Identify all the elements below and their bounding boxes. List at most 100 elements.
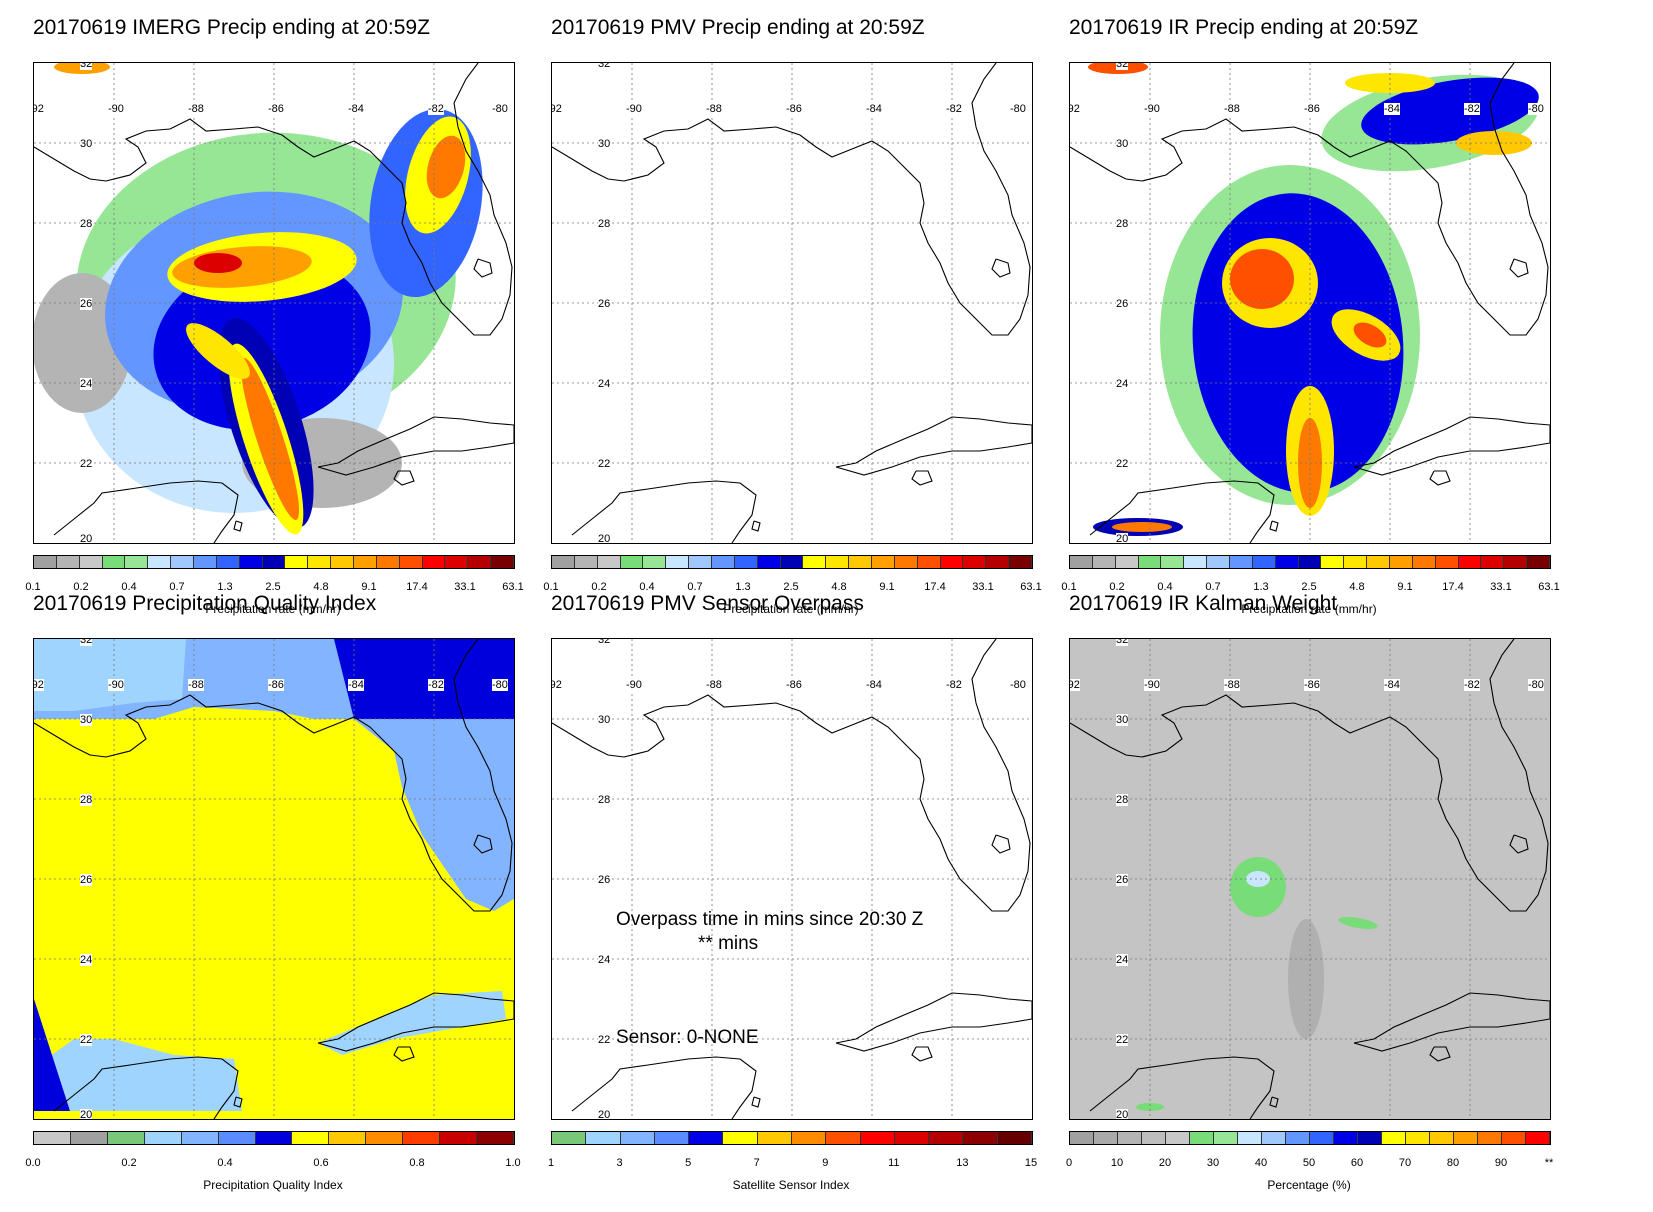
color-scale-tick-label: 9.1 xyxy=(879,581,895,593)
color-scale-swatch xyxy=(399,556,423,568)
color-scale-tick-label: 11 xyxy=(888,1157,900,1169)
color-scale-swatch xyxy=(1275,556,1299,568)
coastline-segment xyxy=(1070,63,1549,336)
coastline-segment xyxy=(751,520,761,532)
color-scale-swatch xyxy=(1358,1132,1382,1144)
panel-title: 20170619 IMERG Precip ending at 20:59Z xyxy=(33,16,430,39)
latitude-label: 22 xyxy=(598,1034,611,1046)
color-scale-swatch xyxy=(1286,1132,1310,1144)
coastline-segment xyxy=(571,1056,757,1119)
color-scale-swatch xyxy=(872,556,895,568)
color-scale-tick-label: 5 xyxy=(685,1157,692,1169)
heavy-rain-core xyxy=(1230,249,1294,309)
latitude-label: 24 xyxy=(598,378,611,390)
color-scale-swatch xyxy=(723,1132,758,1144)
color-scale-tick-label: 0.7 xyxy=(1205,581,1221,593)
coastline-segment xyxy=(53,1056,239,1119)
color-scale-swatch xyxy=(552,556,575,568)
color-scale-tick-label: 0.4 xyxy=(121,581,137,593)
latitude-label: 28 xyxy=(598,794,611,806)
color-scale-swatch xyxy=(56,556,80,568)
color-scale-swatch xyxy=(1504,556,1528,568)
color-scale-swatch xyxy=(963,1132,998,1144)
color-scale-swatch xyxy=(1142,1132,1166,1144)
color-scale-swatch xyxy=(218,1132,256,1144)
color-scale-tick-label: 2.5 xyxy=(265,581,281,593)
latitude-label: 24 xyxy=(598,954,611,966)
map-canvas xyxy=(34,63,514,543)
latitude-label: 32 xyxy=(598,639,611,646)
color-scale-swatch xyxy=(477,1132,514,1144)
color-scale-swatch xyxy=(666,556,690,568)
color-scale-tick-label: 4.8 xyxy=(1349,581,1365,593)
color-scale-tick-label: 0.2 xyxy=(1109,581,1125,593)
latitude-label: 20 xyxy=(598,533,611,544)
color-scale-swatch xyxy=(586,1132,621,1144)
color-scale-swatch xyxy=(144,1132,182,1144)
longitude-label: -82 xyxy=(1464,103,1480,115)
color-scale-swatch xyxy=(826,556,850,568)
map-frame: -92 -90 -88 -86 -84 -82 -80 32 30 28 26 24 22 20 xyxy=(1069,62,1551,544)
longitude-label: -86 xyxy=(1304,103,1320,115)
latitude-label: 24 xyxy=(1116,954,1129,966)
color-scale-tick-label: 1.0 xyxy=(505,1157,521,1169)
coastline-segment xyxy=(233,1096,243,1108)
color-scale-tick-label: 0.2 xyxy=(73,581,89,593)
weight-high-area xyxy=(1246,871,1270,887)
color-scale-swatch xyxy=(181,1132,219,1144)
latitude-label: 32 xyxy=(1116,63,1129,70)
coastline-segment xyxy=(835,992,1032,1052)
color-scale-tick-label: 0.2 xyxy=(121,1157,137,1169)
coastline-segment xyxy=(34,639,513,912)
overpass-minutes-value: ** mins xyxy=(698,933,759,954)
color-scale-swatch xyxy=(491,556,514,568)
coastline-segment xyxy=(1089,1056,1275,1119)
color-scale-swatch xyxy=(1009,556,1032,568)
map-canvas xyxy=(552,63,1032,543)
weight-low-area xyxy=(1288,919,1324,1039)
coastline-segment xyxy=(473,834,493,854)
color-scale-swatch xyxy=(1435,556,1459,568)
heavy-rain-core xyxy=(426,135,466,199)
color-scale-swatch xyxy=(1070,556,1093,568)
latitude-label: 26 xyxy=(80,874,93,886)
color-scale-swatch xyxy=(1166,1132,1190,1144)
color-scale-swatch xyxy=(1184,556,1208,568)
map-canvas xyxy=(34,639,514,1119)
longitude-label: -92 xyxy=(34,679,44,691)
longitude-label: -84 xyxy=(1384,103,1400,115)
heavy-rain-core xyxy=(1353,322,1387,348)
latitude-label: 22 xyxy=(80,1034,93,1046)
latitude-label: 28 xyxy=(1116,794,1129,806)
latitude-label: 26 xyxy=(598,874,611,886)
color-scale-tick-label: 9.1 xyxy=(361,581,377,593)
color-scale-tick-label: 33.1 xyxy=(454,581,476,593)
color-scale-tick-label: 0.1 xyxy=(1061,581,1077,593)
longitude-label: -82 xyxy=(428,679,444,691)
color-scale-swatch xyxy=(929,1132,964,1144)
color-scale-swatch xyxy=(440,1132,478,1144)
latitude-label: 24 xyxy=(1116,378,1129,390)
color-scale-swatch xyxy=(1092,556,1116,568)
heavy-rain-core xyxy=(1112,522,1172,532)
latitude-label: 26 xyxy=(80,298,93,310)
color-scale-swatch xyxy=(849,556,872,568)
color-scale-swatch xyxy=(826,1132,861,1144)
color-scale-tick-label: 70 xyxy=(1398,1157,1412,1169)
coastline xyxy=(552,63,1032,543)
coastline-segment xyxy=(835,416,1032,476)
color-scale-tick-label: ** xyxy=(1544,1157,1554,1169)
longitude-label: -88 xyxy=(1224,103,1240,115)
latitude-label: 20 xyxy=(1116,533,1129,544)
color-scale-tick-label: 90 xyxy=(1494,1157,1508,1169)
coastline-segment xyxy=(1070,639,1549,912)
color-scale-swatch xyxy=(940,556,964,568)
latitude-label: 30 xyxy=(80,714,93,726)
latitude-label: 20 xyxy=(598,1109,611,1120)
color-scale-swatch xyxy=(34,1132,71,1144)
longitude-label: -80 xyxy=(1528,103,1544,115)
color-scale-swatch xyxy=(1412,556,1436,568)
latitude-label: 24 xyxy=(80,954,93,966)
pmv-sensor-overpass-panel: 20170619 PMV Sensor Overpass -92 -90 -88 -86… xyxy=(548,592,1071,1192)
longitude-label: -92 xyxy=(552,679,562,691)
